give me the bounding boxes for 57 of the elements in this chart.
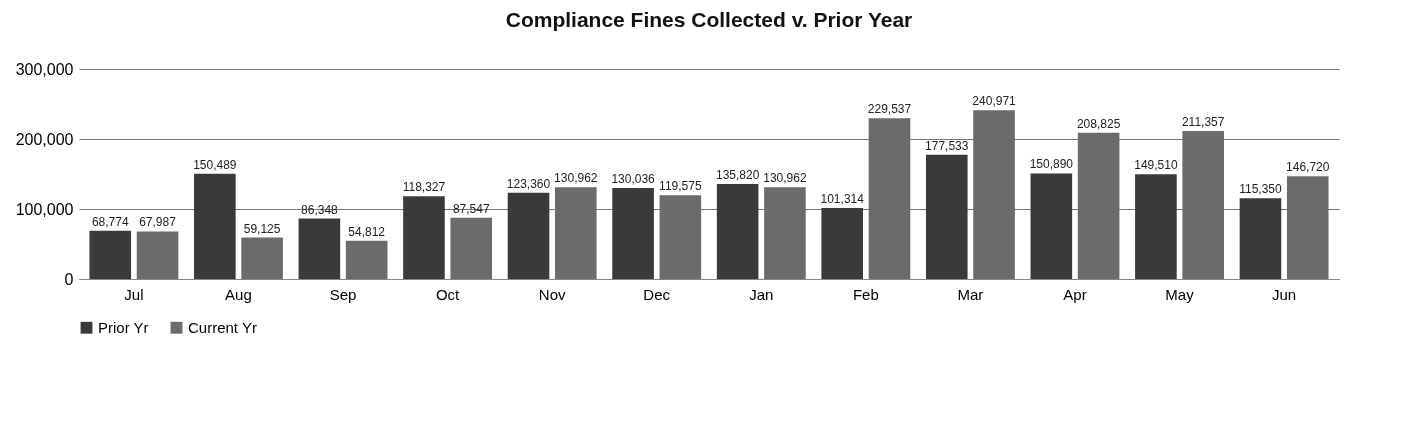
x-tick-label: Jan — [749, 285, 774, 303]
data-label: 130,962 — [763, 171, 807, 186]
data-label: 123,360 — [506, 176, 551, 191]
data-label: 118,327 — [402, 180, 446, 195]
x-tick-label: Sep — [329, 285, 357, 303]
bar — [821, 208, 864, 279]
data-label: 177,533 — [925, 138, 969, 153]
data-label: 135,820 — [715, 167, 760, 182]
bar — [450, 217, 493, 279]
data-label: 208,825 — [1076, 116, 1121, 131]
data-label: 68,774 — [91, 214, 129, 229]
data-label: 229,537 — [867, 102, 912, 117]
bar — [298, 218, 341, 279]
bar — [345, 240, 388, 279]
bar — [1239, 198, 1282, 279]
data-label: 150,890 — [1029, 157, 1074, 172]
bar — [89, 230, 132, 279]
x-tick-label: Feb — [852, 285, 879, 303]
x-tick-label: Nov — [538, 285, 566, 303]
x-tick-label: May — [1165, 285, 1195, 303]
data-label: 54,812 — [348, 224, 386, 239]
legend-label: Prior Yr — [98, 318, 149, 336]
x-tick-label: Dec — [643, 285, 671, 303]
y-tick-label: 0 — [64, 270, 74, 288]
data-label: 130,962 — [554, 171, 598, 186]
bar — [241, 237, 283, 279]
x-tick-label: Mar — [957, 285, 984, 303]
chart-title: Compliance Fines Collected v. Prior Year — [505, 8, 913, 31]
bar — [1030, 173, 1073, 279]
data-label: 130,036 — [611, 171, 656, 186]
bar — [716, 183, 759, 279]
bar — [925, 154, 968, 279]
bar — [612, 187, 654, 279]
data-label: 150,489 — [193, 157, 237, 172]
bar — [136, 231, 179, 279]
x-tick-label: Aug — [225, 285, 252, 303]
data-label: 149,510 — [1134, 158, 1178, 173]
data-label: 240,971 — [972, 94, 1017, 109]
data-label: 59,125 — [243, 221, 281, 236]
bar — [1135, 174, 1177, 279]
data-label: 115,350 — [1239, 182, 1283, 197]
y-tick-label: 100,000 — [15, 200, 74, 218]
x-tick-label: Apr — [1063, 285, 1087, 303]
y-tick-label: 300,000 — [15, 60, 74, 78]
x-tick-label: Jun — [1272, 285, 1297, 303]
data-label: 211,357 — [1181, 115, 1225, 130]
bar — [403, 196, 445, 279]
data-label: 119,575 — [659, 179, 702, 194]
y-tick-label: 200,000 — [15, 130, 74, 148]
data-label: 101,314 — [820, 192, 865, 207]
data-label: 67,987 — [139, 215, 177, 230]
x-tick-label: Oct — [435, 285, 461, 303]
bar — [507, 192, 550, 279]
bar — [194, 173, 236, 279]
x-tick-label: Jul — [124, 285, 144, 303]
legend-label: Current Yr — [188, 318, 257, 336]
data-label: 146,720 — [1286, 160, 1330, 175]
